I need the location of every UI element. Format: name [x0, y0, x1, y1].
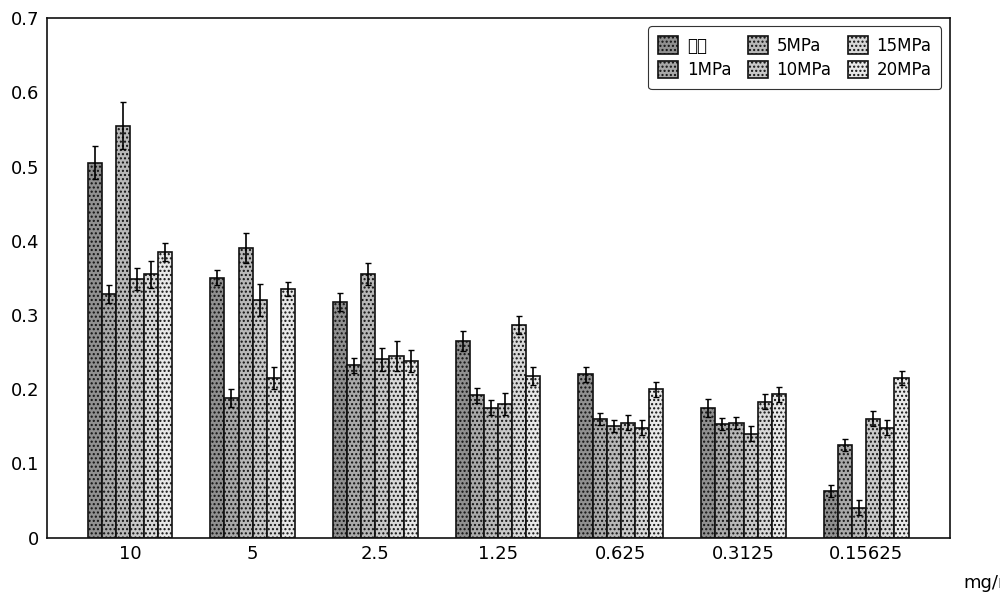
Bar	[744, 434, 758, 538]
Bar	[701, 408, 715, 538]
Bar	[729, 422, 744, 538]
Bar	[88, 163, 102, 538]
Bar	[852, 508, 866, 538]
Bar	[649, 389, 663, 538]
Bar	[267, 378, 281, 538]
Bar	[333, 302, 347, 538]
Bar	[347, 365, 361, 538]
Bar	[578, 374, 593, 538]
Bar	[210, 278, 224, 538]
Bar	[512, 325, 526, 538]
Bar	[526, 376, 540, 538]
Bar	[389, 356, 404, 538]
Bar	[281, 289, 295, 538]
Bar	[484, 408, 498, 538]
Bar	[498, 404, 512, 538]
Bar	[838, 445, 852, 538]
Bar	[715, 424, 729, 538]
Bar	[607, 426, 621, 538]
X-axis label: mg/mL: mg/mL	[964, 574, 1000, 592]
Bar	[239, 248, 253, 538]
Bar	[621, 422, 635, 538]
Bar	[224, 398, 239, 538]
Bar	[375, 359, 389, 538]
Bar	[772, 394, 786, 538]
Bar	[144, 274, 158, 538]
Bar	[404, 361, 418, 538]
Bar	[253, 300, 267, 538]
Bar	[866, 419, 880, 538]
Bar	[758, 402, 772, 538]
Bar	[102, 294, 116, 538]
Bar	[361, 274, 375, 538]
Bar	[158, 252, 172, 538]
Bar	[880, 428, 894, 538]
Bar	[116, 126, 130, 538]
Bar	[470, 395, 484, 538]
Bar	[894, 378, 909, 538]
Bar	[130, 279, 144, 538]
Legend: 传统, 1MPa, 5MPa, 10MPa, 15MPa, 20MPa: 传统, 1MPa, 5MPa, 10MPa, 15MPa, 20MPa	[648, 26, 941, 89]
Bar	[824, 491, 838, 538]
Bar	[635, 428, 649, 538]
Bar	[456, 341, 470, 538]
Bar	[593, 419, 607, 538]
